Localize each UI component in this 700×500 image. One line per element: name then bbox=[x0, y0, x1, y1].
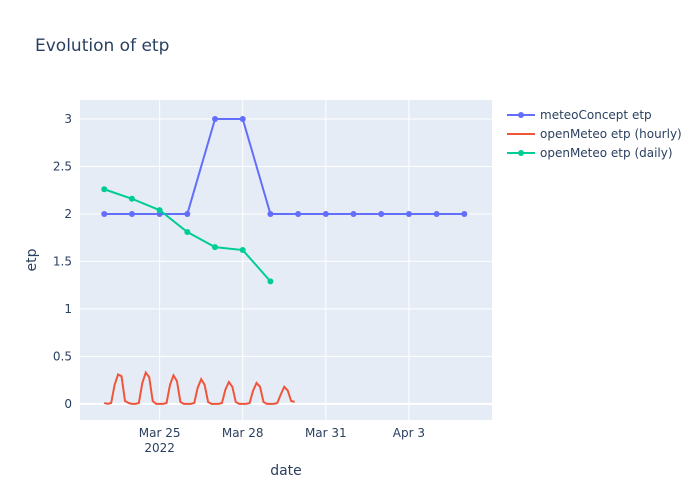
data-point bbox=[350, 210, 357, 217]
data-point bbox=[461, 210, 468, 217]
x-tick-label: Mar 28 bbox=[222, 426, 264, 440]
data-point bbox=[101, 210, 108, 217]
data-point bbox=[405, 210, 412, 217]
data-point bbox=[156, 207, 163, 214]
legend-label: openMeteo etp (hourly) bbox=[540, 127, 682, 141]
legend-marker bbox=[518, 150, 524, 156]
y-tick-label: 0 bbox=[64, 397, 72, 411]
data-point bbox=[212, 244, 219, 251]
legend-label: openMeteo etp (daily) bbox=[540, 146, 673, 160]
data-point bbox=[184, 228, 191, 235]
data-point bbox=[239, 247, 246, 254]
data-point bbox=[433, 210, 440, 217]
data-point bbox=[322, 210, 329, 217]
legend-marker bbox=[518, 112, 524, 118]
x-axis-label: date bbox=[270, 463, 302, 479]
y-axis-label: etp bbox=[24, 248, 40, 271]
legend-item[interactable]: openMeteo etp (hourly) bbox=[507, 127, 682, 141]
legend-label: meteoConcept etp bbox=[540, 108, 652, 122]
legend: meteoConcept etp openMeteo etp (hourly) op… bbox=[507, 108, 682, 160]
legend-item[interactable]: meteoConcept etp bbox=[507, 108, 652, 122]
data-point bbox=[267, 278, 274, 285]
data-point bbox=[128, 195, 135, 202]
x-tick-label: Mar 31 bbox=[305, 426, 347, 440]
data-point bbox=[212, 115, 219, 122]
plot-area bbox=[80, 100, 492, 420]
data-point bbox=[128, 210, 135, 217]
y-tick-label: 2 bbox=[64, 207, 72, 221]
y-tick-label: 1.5 bbox=[53, 254, 72, 268]
data-point bbox=[267, 210, 274, 217]
series-layer bbox=[101, 115, 468, 405]
y-tick-label: 2.5 bbox=[53, 159, 72, 173]
chart-title: Evolution of etp bbox=[35, 36, 169, 56]
x-tick-label: Apr 3 bbox=[393, 426, 425, 440]
y-tick-label: 3 bbox=[64, 112, 72, 126]
data-point bbox=[184, 210, 191, 217]
data-point bbox=[239, 115, 246, 122]
y-tick-label: 0.5 bbox=[53, 349, 72, 363]
y-tick-label: 1 bbox=[64, 302, 72, 316]
data-point bbox=[101, 186, 108, 193]
legend-item[interactable]: openMeteo etp (daily) bbox=[507, 146, 673, 160]
data-point bbox=[378, 210, 385, 217]
data-point bbox=[295, 210, 302, 217]
series-line bbox=[103, 370, 295, 405]
x-tick-label: Mar 25 2022 bbox=[139, 426, 181, 455]
